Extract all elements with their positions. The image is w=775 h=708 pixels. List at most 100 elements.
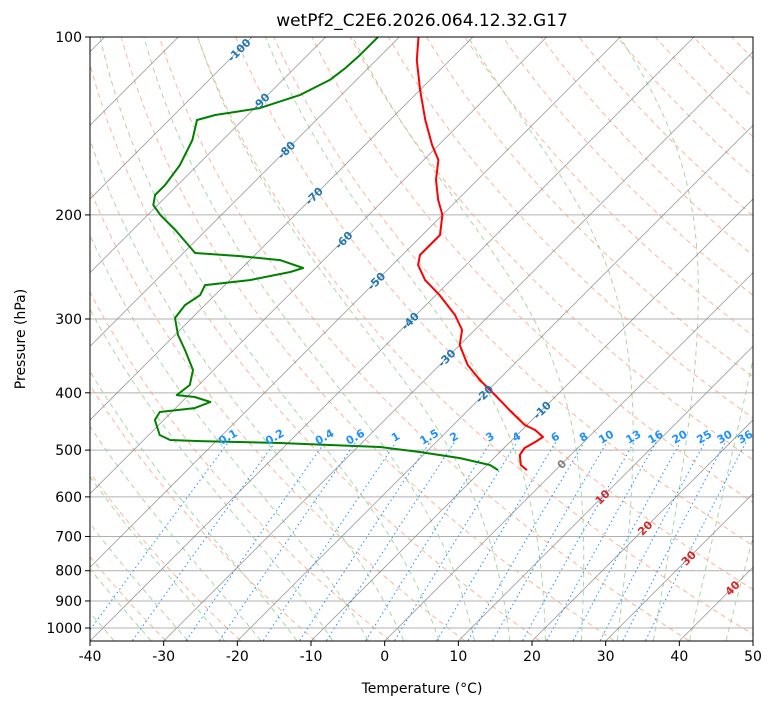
y-tick-label: 900: [55, 594, 82, 610]
dry-adiabat: [693, 37, 753, 99]
isotherm-label: -70: [303, 184, 326, 207]
dry-adiabat: [273, 37, 753, 547]
x-axis-label: Temperature (°C): [361, 681, 483, 697]
isotherm-label: -100: [225, 36, 254, 65]
isotherm: [679, 566, 753, 641]
isotherm-label: -10: [531, 399, 554, 422]
isotherm: [237, 124, 753, 641]
x-tick-label: -30: [152, 649, 175, 665]
mixing-ratio-label: 2: [447, 430, 460, 445]
mixing-ratio-line: [132, 442, 276, 641]
moist-adiabat: [99, 37, 440, 641]
x-tick-label: 0: [380, 649, 389, 665]
profiles: [152, 37, 544, 471]
y-tick-label: 400: [55, 386, 82, 402]
mixing-ratio-line: [262, 442, 397, 641]
y-tick-label: 600: [55, 490, 82, 506]
y-tick-label: 200: [55, 208, 82, 224]
dry-adiabat: [387, 37, 753, 419]
moist-adiabat: [352, 37, 585, 641]
isotherm: [90, 37, 400, 347]
y-tick-label: 700: [55, 529, 82, 545]
mixing-ratio-line: [90, 441, 229, 631]
mixing-ratio-line: [546, 442, 657, 641]
dry-adiabat: [120, 37, 615, 641]
mixing-ratio-label: 30: [715, 427, 735, 446]
mixing-ratio-line: [622, 442, 726, 641]
dry-adiabat: [502, 37, 753, 297]
moist-adiabat: [90, 475, 225, 641]
moist-adiabat: [90, 522, 189, 641]
dry-adiabat: [464, 37, 753, 337]
dewpoint-profile: [152, 37, 499, 471]
mixing-ratio-line: [219, 442, 357, 641]
chart-title: wetPf2_C2E6.2026.064.12.32.G17: [276, 11, 568, 31]
dry-adiabat: [90, 384, 316, 641]
dry-adiabat: [349, 37, 753, 461]
mixing-ratio-line: [436, 442, 557, 641]
x-tick-label: 30: [597, 649, 615, 665]
dry-adiabat: [158, 37, 689, 641]
isotherm-label: -80: [275, 138, 298, 161]
mixing-ratio-label: 20: [670, 427, 690, 446]
isotherm: [90, 37, 326, 274]
mixing-ratio-line: [572, 442, 681, 641]
mixing-ratio-label: 1: [389, 430, 402, 445]
isotherm-label: 0: [555, 457, 570, 472]
isotherm-label: 30: [679, 548, 699, 568]
mixing-ratio-line: [394, 442, 518, 641]
y-tick-label: 300: [55, 312, 82, 328]
x-tick-label: 20: [523, 649, 541, 665]
mixing-ratio-line: [299, 442, 431, 641]
moist-adiabat: [619, 37, 699, 641]
line-labels: 0.1 0.2 0.4 0.6 1 1.5 2 3 4 6 8 10 13 16 20 25 30 36-100-…: [216, 36, 753, 598]
x-tick-label: 10: [449, 649, 467, 665]
y-tick-label: 1000: [46, 621, 82, 637]
dry-adiabat: [90, 471, 241, 641]
mixing-ratio-label: 13: [624, 428, 644, 447]
x-tick-label: -40: [79, 649, 102, 665]
moist-adiabat: [264, 37, 546, 641]
isotherm-label: 20: [635, 518, 655, 538]
axes: -40 -30 -20 -10 0 10 20 30 40 5010020030040050060…: [46, 30, 762, 665]
isotherm: [90, 37, 253, 200]
isotherm: [163, 51, 753, 641]
moist-adiabat: [90, 308, 333, 641]
isotherm-label: -30: [435, 347, 458, 370]
mixing-ratio-label: 10: [596, 427, 616, 446]
dry-adiabat: [90, 188, 465, 641]
mixing-ratio-line: [326, 442, 455, 641]
isotherm: [605, 493, 753, 641]
isotherm-label: -50: [365, 270, 388, 293]
isotherm-label: 10: [593, 487, 613, 507]
dry-adiabat: [770, 37, 775, 641]
mixing-ratio-label: 0.1: [216, 427, 239, 448]
mixing-ratio-label: 16: [646, 427, 666, 446]
background-lines: [90, 37, 775, 641]
temperature-profile: [415, 37, 544, 471]
isotherm-label: -60: [332, 229, 355, 252]
moist-adiabat: [90, 138, 405, 641]
isotherm: [532, 419, 753, 641]
x-tick-label: -20: [226, 649, 249, 665]
moist-adiabat: [143, 37, 475, 641]
y-tick-label: 800: [55, 564, 82, 580]
dry-adiabat: [425, 37, 753, 378]
mixing-ratio-line: [492, 442, 608, 641]
dry-adiabat: [90, 556, 167, 641]
isotherm: [311, 198, 753, 641]
dry-adiabat: [90, 62, 540, 641]
dry-adiabat: [311, 37, 753, 503]
isotherm: [90, 37, 695, 641]
isotherm: [384, 272, 753, 641]
mixing-ratio-line: [599, 442, 706, 641]
mixing-ratio-line: [467, 442, 585, 641]
isotherm: [458, 345, 753, 641]
dry-adiabat: [197, 37, 753, 635]
mixing-ratio-label: 3: [484, 430, 497, 445]
moist-adiabat: [90, 568, 152, 641]
isotherm: [90, 37, 621, 568]
isotherm-label: -20: [473, 382, 496, 405]
isotherm-label: -40: [399, 310, 422, 333]
